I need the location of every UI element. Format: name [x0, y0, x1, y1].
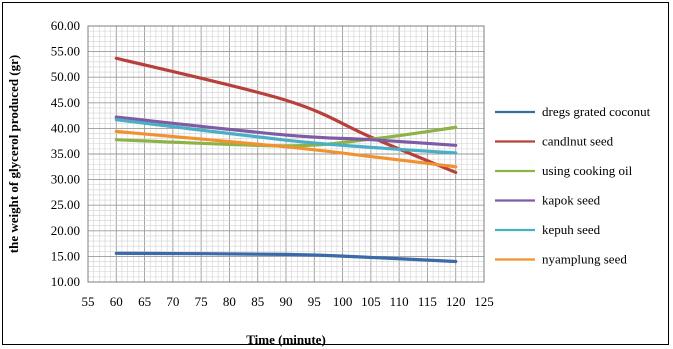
series-line [114, 118, 458, 155]
x-tick-label: 105 [361, 294, 381, 309]
y-tick-label: 10.00 [51, 274, 80, 289]
x-tick-label: 115 [418, 294, 437, 309]
x-tick-label: 85 [251, 294, 264, 309]
x-axis-ticks: 55 60 65 70 75 80 85 90 95 100 105 110 115 120 125 [82, 294, 494, 309]
y-tick-label: 40.00 [51, 120, 80, 135]
x-tick-label: 95 [308, 294, 321, 309]
x-tick-label: 60 [110, 294, 123, 309]
x-tick-label: 90 [280, 294, 293, 309]
y-axis-ticks: 10.00 15.00 20.00 25.00 30.00 35.00 40.00 45.00… [51, 18, 80, 289]
y-tick-label: 15.00 [51, 248, 80, 263]
x-tick-label: 75 [195, 294, 208, 309]
series-lines [114, 56, 458, 264]
legend-label: kepuh seed [542, 222, 601, 237]
y-tick-label: 25.00 [51, 197, 80, 212]
series-line [114, 56, 458, 175]
x-axis-title: Time (minute) [246, 332, 326, 347]
series-line [114, 115, 458, 147]
x-tick-label: 55 [82, 294, 95, 309]
legend-label: using cooking oil [542, 163, 633, 178]
y-tick-label: 50.00 [51, 69, 80, 84]
x-tick-label: 100 [333, 294, 353, 309]
chart-frame [2, 2, 669, 345]
legend-label: dregs grated coconut [542, 104, 651, 119]
series-line [114, 251, 458, 264]
y-tick-label: 55.00 [51, 44, 80, 59]
x-tick-label: 80 [223, 294, 236, 309]
x-tick-label: 110 [390, 294, 409, 309]
y-tick-label: 35.00 [51, 146, 80, 161]
x-tick-label: 70 [166, 294, 179, 309]
x-tick-label: 120 [446, 294, 466, 309]
y-tick-label: 20.00 [51, 223, 80, 238]
series-line [114, 129, 458, 169]
series-line [114, 125, 458, 148]
y-axis-title: the weight of glycerol produced (gr) [6, 55, 21, 253]
legend-label: nyamplung seed [542, 252, 627, 267]
y-tick-label: 45.00 [51, 95, 80, 110]
legend: dregs grated coconut candlnut seed using c… [495, 104, 651, 267]
y-tick-label: 30.00 [51, 172, 80, 187]
legend-label: kapok seed [542, 193, 601, 208]
x-tick-label: 65 [138, 294, 151, 309]
x-tick-label: 125 [474, 294, 494, 309]
y-tick-label: 60.00 [51, 18, 80, 33]
plot-area [87, 25, 485, 283]
legend-label: candlnut seed [542, 134, 614, 149]
